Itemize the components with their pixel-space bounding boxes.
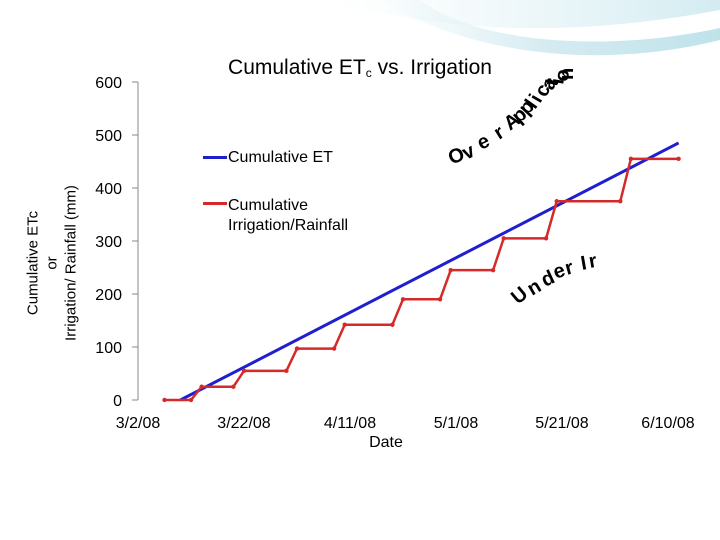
series-point-irrigation [554, 199, 559, 204]
annotation-over-application-char: n [556, 68, 578, 80]
series-point-irrigation [628, 156, 634, 162]
y-tick-label: 500 [95, 128, 122, 145]
x-tick-label: 5/1/08 [434, 415, 479, 432]
series-point-irrigation [284, 368, 289, 374]
x-tick-label: 4/11/08 [324, 415, 376, 432]
annotation-under-irrigation-char: r [587, 250, 599, 273]
x-tick-label: 6/10/08 [641, 415, 694, 432]
series-point-irrigation [448, 267, 453, 273]
x-tick-label: 3/22/08 [217, 415, 270, 432]
series-line-cumulative-irrigation [164, 157, 679, 402]
y-tick-label: 100 [95, 340, 122, 357]
series-point-irrigation [331, 346, 337, 351]
series-point-irrigation [543, 236, 549, 241]
x-tick-label: 5/21/08 [535, 415, 588, 432]
series-point-irrigation [241, 368, 247, 374]
y-tick-label: 300 [95, 234, 122, 251]
x-tick-label: 3/2/08 [116, 415, 161, 432]
legend-swatch-irrigation [203, 202, 227, 205]
chart-title-subscript: c [365, 66, 372, 80]
chart-title: Cumulative ETc vs. Irrigation [185, 56, 535, 80]
series-point-irrigation [342, 322, 347, 327]
decorative-swoosh-lower [380, 0, 720, 56]
series-point-irrigation [676, 156, 681, 162]
series-point-irrigation [188, 397, 194, 403]
y-tick-label: 400 [95, 181, 122, 198]
legend-swatch-et [203, 156, 227, 159]
legend-label-irrigation-line-1: Cumulative [228, 197, 309, 214]
series-point-irrigation [294, 346, 300, 351]
x-axis-label: Date [369, 434, 403, 451]
series-point-irrigation [231, 384, 236, 389]
series-point-irrigation [400, 297, 406, 302]
annotation-over-application-char: o [551, 68, 574, 82]
legend-label-irrigation: Cumulative Irrigation/Rainfall [228, 196, 348, 236]
legend-label-irrigation-line-2: Irrigation/Rainfall [228, 217, 349, 234]
y-tick-label: 0 [113, 393, 122, 410]
legend-label-et: Cumulative ET [228, 149, 333, 166]
annotation-over-application-char: e [474, 130, 493, 155]
series-point-irrigation [162, 397, 167, 403]
chart-title-rest: vs. Irrigation [371, 56, 492, 79]
annotation-under-irrigation-char: I [579, 252, 588, 275]
annotation-over-application-char: i [546, 77, 569, 86]
chart-title-main: Cumulative ET [228, 56, 366, 79]
y-tick-label: 600 [95, 75, 122, 92]
series-point-irrigation [390, 322, 395, 327]
series-point-irrigation [199, 384, 204, 389]
series-point-irrigation [437, 297, 443, 302]
series-point-irrigation [501, 236, 506, 241]
y-tick-label: 200 [95, 287, 122, 304]
series-point-irrigation [618, 199, 623, 204]
series-point-irrigation [490, 267, 496, 273]
series-line-cumulative-et [179, 141, 680, 402]
